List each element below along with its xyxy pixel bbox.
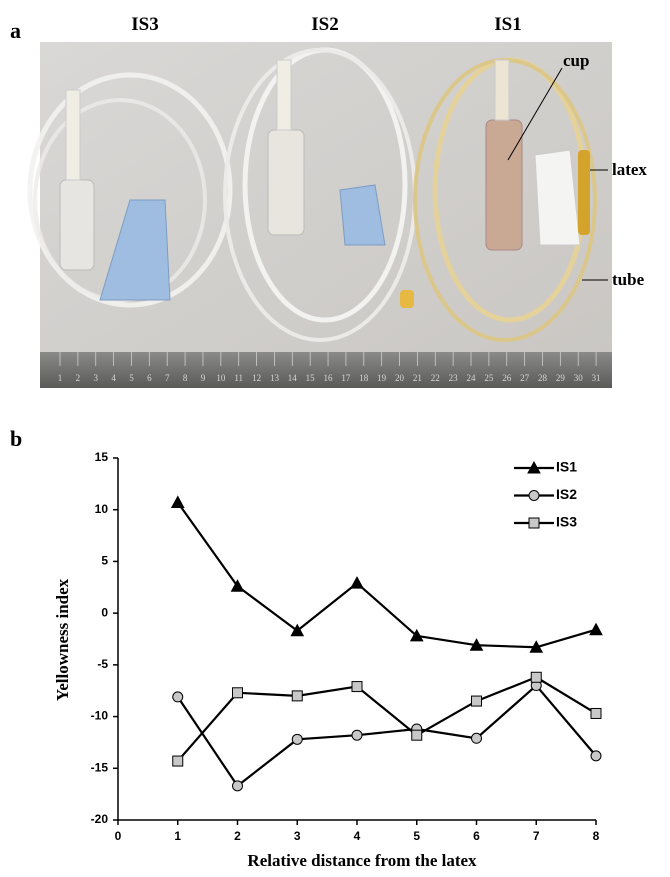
- series-line: [176, 676, 597, 762]
- part-label: tube: [612, 270, 645, 289]
- series-line: [176, 501, 597, 649]
- plot: -20 -15 -10 -5 0 5 10 15 0 1 2 3 4 5 6 7 8 IS1 IS2 IS3: [91, 450, 603, 843]
- marker: [471, 695, 482, 707]
- ruler-number: 25: [484, 373, 494, 383]
- ruler-number: 23: [449, 373, 459, 383]
- x-tick-label: 1: [174, 829, 181, 843]
- ruler-number: 8: [183, 373, 188, 383]
- marker: [350, 576, 364, 589]
- ruler: 1 2 3 4 5 6 7 8 9 10 11 12 13 14 15 16 17 18 19 20 21 22 23 24 2…: [58, 352, 601, 383]
- x-tick-label: 3: [294, 829, 301, 843]
- series-line: [176, 683, 597, 788]
- y-tick-label: -5: [97, 657, 108, 671]
- x-tick-label: 4: [354, 829, 361, 843]
- ruler-number: 10: [216, 373, 226, 383]
- marker: [291, 733, 303, 745]
- ruler-number: 22: [431, 373, 440, 383]
- marker: [530, 671, 542, 683]
- ruler-number: 20: [395, 373, 405, 383]
- marker: [172, 691, 184, 703]
- ruler-number: 24: [467, 373, 477, 383]
- sample-label: IS2: [311, 14, 338, 35]
- ruler-number: 31: [592, 373, 601, 383]
- marker: [590, 750, 602, 762]
- ruler-number: 14: [288, 373, 298, 383]
- marker: [411, 729, 423, 741]
- marker: [172, 755, 184, 767]
- part-label: latex: [612, 160, 647, 179]
- marker: [290, 623, 305, 637]
- marker: [351, 681, 363, 693]
- marker: [351, 729, 363, 741]
- ruler-number: 6: [147, 373, 152, 383]
- marker: [232, 687, 243, 699]
- ruler-number: 21: [413, 373, 422, 383]
- marker: [589, 622, 603, 636]
- ruler-number: 1: [58, 373, 63, 383]
- y-tick-label: 0: [101, 605, 108, 619]
- legend-label: IS2: [556, 486, 577, 502]
- x-tick-label: 5: [413, 829, 420, 843]
- marker: [291, 690, 303, 702]
- legend-label: IS1: [556, 459, 577, 475]
- ruler-number: 26: [502, 373, 512, 383]
- y-tick-label: 5: [101, 554, 108, 568]
- marker: [528, 490, 540, 501]
- sample-label: IS1: [494, 14, 521, 35]
- x-axis-label: Relative distance from the latex: [247, 851, 477, 870]
- ruler-number: 30: [574, 373, 584, 383]
- marker: [469, 638, 484, 651]
- x-tick-label: 6: [473, 829, 480, 843]
- ruler-number: 5: [129, 373, 134, 383]
- y-tick-label: -20: [91, 812, 109, 826]
- x-tick-label: 2: [234, 829, 241, 843]
- x-tick-label: 8: [593, 829, 600, 843]
- ruler-number: 4: [111, 373, 116, 383]
- photo: 1 2 3 4 5 6 7 8 9 10 11 12 13 14 15 16 17 18 19 20 21 22 23 24 2…: [27, 42, 612, 388]
- ruler-number: 29: [556, 373, 566, 383]
- ruler-number: 27: [520, 373, 530, 383]
- marker: [170, 495, 185, 508]
- marker: [527, 460, 541, 474]
- ruler-number: 18: [359, 373, 369, 383]
- marker: [230, 579, 245, 592]
- y-tick-label: 15: [95, 450, 109, 464]
- ruler-number: 12: [252, 373, 261, 383]
- sample-label: IS3: [131, 14, 158, 35]
- y-tick-label: -10: [91, 709, 109, 723]
- ruler-number: 15: [306, 373, 316, 383]
- y-tick-label: 10: [95, 502, 109, 516]
- part-label: cup: [563, 51, 589, 70]
- marker: [471, 732, 482, 744]
- y-tick-label: -15: [91, 760, 109, 774]
- ruler-number: 28: [538, 373, 548, 383]
- ruler-number: 3: [93, 373, 98, 383]
- legend-label: IS3: [556, 514, 577, 530]
- marker: [409, 628, 424, 642]
- ruler-number: 11: [234, 373, 243, 383]
- x-tick-label: 0: [115, 829, 122, 843]
- ruler-number: 17: [341, 373, 351, 383]
- y-axis-label: Yellowness index: [53, 578, 72, 701]
- marker: [590, 707, 602, 719]
- marker: [528, 517, 540, 529]
- ruler-number: 19: [377, 373, 387, 383]
- panel-label: a: [10, 18, 21, 43]
- ruler-number: 16: [324, 373, 334, 383]
- panel-label: b: [10, 426, 22, 451]
- marker: [232, 780, 243, 792]
- ruler-number: 9: [201, 373, 206, 383]
- ruler-number: 13: [270, 373, 280, 383]
- leader-line: [507, 67, 563, 161]
- ruler-number: 7: [165, 373, 170, 383]
- marker: [529, 640, 544, 653]
- x-tick-label: 7: [533, 829, 540, 843]
- ruler-number: 2: [76, 373, 81, 383]
